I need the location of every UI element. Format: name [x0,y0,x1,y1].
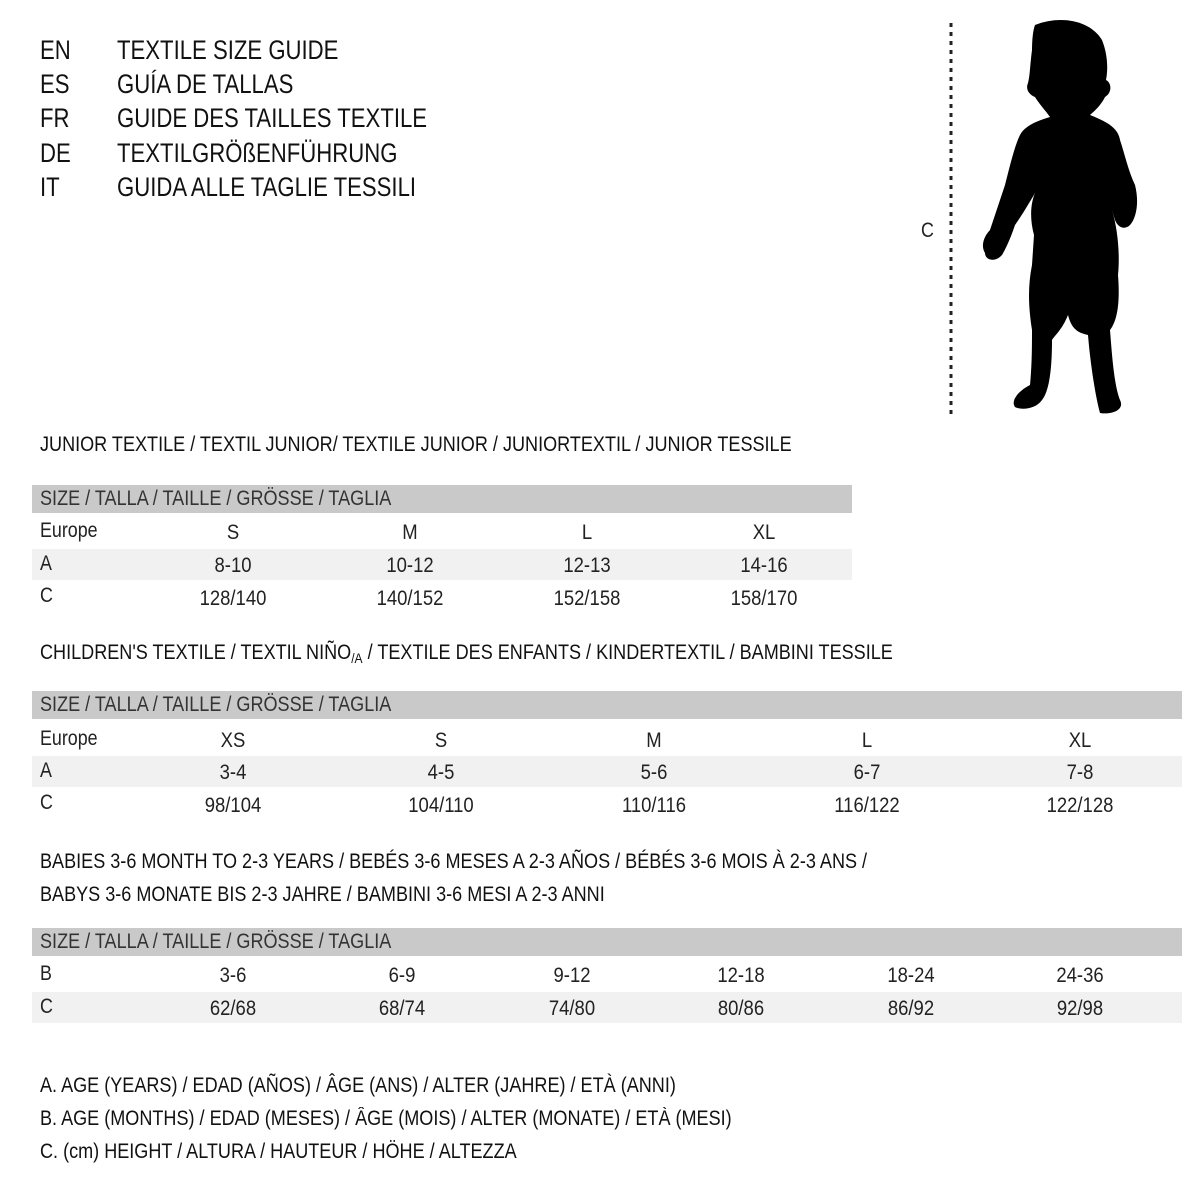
table-cell: 5-6 [640,761,668,784]
table-cell: XS [220,729,246,752]
lang-code: FR [40,103,70,133]
table-cell: S [226,521,240,544]
junior-heading: JUNIOR TEXTILE / TEXTIL JUNIOR/ TEXTILE … [40,433,792,456]
table-cell: 6-7 [853,761,881,784]
table-cell: M [646,729,662,752]
legend-a: A. AGE (YEARS) / EDAD (AÑOS) / ÂGE (ANS)… [40,1074,676,1097]
row-label: C [40,995,53,1018]
row-label: Europe [40,519,98,542]
table-cell: 10-12 [386,554,434,577]
heading-text: CHILDREN'S TEXTILE / TEXTIL NIÑO [40,641,352,664]
table-cell: 7-8 [1066,761,1094,784]
lang-code: ES [40,69,70,99]
table-cell: 152/158 [553,587,621,610]
table-cell: 110/116 [621,794,687,817]
row-label: A [40,759,52,782]
row-stripe [32,756,1182,787]
table-cell: 18-24 [887,964,935,987]
lang-code: EN [40,35,71,65]
legend-b: B. AGE (MONTHS) / EDAD (MESES) / ÂGE (MO… [40,1107,732,1130]
table-cell: 86/92 [887,997,935,1020]
size-header: SIZE / TALLA / TAILLE / GRÖSSE / TAGLIA [40,693,392,716]
table-header-bar: SIZE / TALLA / TAILLE / GRÖSSE / TAGLIA [32,928,1182,956]
table-cell: 3-6 [219,964,247,987]
heading-text: / TEXTILE DES ENFANTS / KINDERTEXTIL / B… [362,641,893,664]
table-cell: XL [752,521,776,544]
babies-heading-line1: BABIES 3-6 MONTH TO 2-3 YEARS / BEBÉS 3-… [40,850,868,873]
table-cell: 158/170 [730,587,798,610]
heading-subscript: /A [351,650,363,666]
legend-c: C. (cm) HEIGHT / ALTURA / HAUTEUR / HÖHE… [40,1140,517,1163]
row-label: B [40,962,52,985]
table-cell: 14-16 [740,554,788,577]
table-cell: 9-12 [553,964,591,987]
table-cell: 80/86 [717,997,765,1020]
title-text: TEXTILE SIZE GUIDE [117,35,339,65]
children-heading: CHILDREN'S TEXTILE / TEXTIL NIÑO/A / TEX… [40,641,893,670]
table-cell: 122/128 [1046,794,1114,817]
table-cell: L [581,521,593,544]
row-label: A [40,552,52,575]
table-cell: 12-13 [563,554,611,577]
table-cell: 8-10 [214,554,252,577]
size-header: SIZE / TALLA / TAILLE / GRÖSSE / TAGLIA [40,487,392,510]
table-cell: 62/68 [209,997,257,1020]
table-cell: M [402,521,418,544]
table-cell: 140/152 [376,587,444,610]
title-text: GUÍA DE TALLAS [117,69,294,99]
title-text: GUIDE DES TAILLES TEXTILE [117,103,428,133]
title-text: GUIDA ALLE TAGLIE TESSILI [117,172,417,202]
table-cell: 6-9 [388,964,416,987]
size-header: SIZE / TALLA / TAILLE / GRÖSSE / TAGLIA [40,930,392,953]
table-cell: 4-5 [427,761,455,784]
lang-code: IT [40,172,60,202]
table-cell: 92/98 [1056,997,1104,1020]
lang-code: DE [40,138,71,168]
row-label: C [40,791,53,814]
table-cell: XL [1068,729,1092,752]
table-cell: 24-36 [1056,964,1104,987]
row-label: C [40,584,53,607]
height-label: C [921,219,934,242]
title-text: TEXTILGRÖßENFÜHRUNG [117,138,398,168]
child-silhouette-icon [949,20,1138,415]
table-cell: 128/140 [199,587,267,610]
table-cell: 116/122 [834,794,900,817]
babies-heading-line2: BABYS 3-6 MONATE BIS 2-3 JAHRE / BAMBINI… [40,883,605,906]
table-cell: 98/104 [204,794,262,817]
table-cell: 74/80 [548,997,596,1020]
table-cell: 104/110 [408,794,474,817]
table-cell: L [861,729,873,752]
table-cell: S [434,729,448,752]
table-cell: 12-18 [717,964,765,987]
table-header-bar: SIZE / TALLA / TAILLE / GRÖSSE / TAGLIA [32,691,1182,719]
row-label: Europe [40,727,98,750]
table-cell: 68/74 [378,997,426,1020]
table-cell: 3-4 [219,761,247,784]
row-stripe [32,992,1182,1023]
row-stripe [32,549,852,580]
table-header-bar: SIZE / TALLA / TAILLE / GRÖSSE / TAGLIA [32,485,852,513]
